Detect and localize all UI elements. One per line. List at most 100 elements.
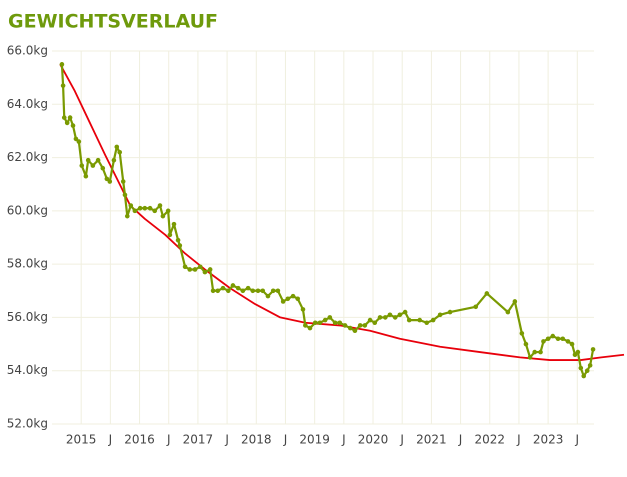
data-point [117, 149, 123, 155]
x-tick-label: 2021 [416, 433, 447, 447]
data-point [437, 312, 443, 318]
data-point [406, 317, 412, 323]
y-tick-label: 56.0kg [7, 310, 48, 324]
data-point [73, 136, 79, 142]
data-point [220, 285, 226, 291]
data-point [147, 205, 153, 211]
x-tick-label: 2017 [183, 433, 214, 447]
data-point [59, 62, 65, 67]
y-tick-label: 64.0kg [7, 97, 48, 111]
data-point [447, 309, 453, 315]
data-point [473, 304, 479, 310]
data-point [275, 288, 281, 294]
y-tick-label: 66.0kg [7, 44, 48, 58]
data-point [295, 296, 301, 302]
data-point [402, 309, 408, 315]
data-point [70, 123, 76, 128]
data-point [392, 315, 398, 320]
data-point [307, 325, 313, 331]
data-point [382, 315, 388, 320]
data-point [122, 192, 128, 198]
data-point [317, 320, 323, 326]
data-point [240, 288, 246, 294]
data-point [332, 320, 338, 326]
x-tick-label: J [575, 433, 580, 447]
data-point [347, 325, 353, 331]
data-point [142, 205, 148, 211]
data-point [83, 173, 89, 179]
data-point [519, 331, 525, 336]
data-point [327, 315, 333, 320]
data-point [160, 213, 166, 219]
data-point [545, 336, 551, 342]
x-tick-label: 2018 [241, 433, 272, 447]
data-point [312, 320, 318, 326]
x-tick-label: J [399, 433, 404, 447]
data-point [235, 285, 241, 291]
data-point [581, 373, 587, 379]
data-point [76, 139, 82, 144]
data-point [225, 288, 231, 294]
data-point [230, 283, 236, 288]
data-point [104, 176, 110, 182]
x-tick-label: J [166, 433, 171, 447]
data-point [578, 365, 584, 371]
y-tick-label: 54.0kg [7, 363, 48, 377]
data-point [523, 341, 529, 347]
data-point [300, 307, 306, 312]
data-point [137, 205, 143, 211]
data-point [95, 157, 101, 163]
y-tick-label: 60.0kg [7, 203, 48, 217]
x-tick-label: J [283, 433, 288, 447]
data-point [285, 296, 291, 302]
data-point [171, 221, 177, 227]
x-tick-label: 2019 [299, 433, 330, 447]
data-point [337, 320, 343, 326]
data-point [575, 349, 581, 355]
data-point [372, 320, 378, 326]
chart-title: GEWICHTSVERLAUF [8, 11, 218, 33]
data-point [85, 157, 91, 163]
data-point [569, 341, 575, 347]
data-point [192, 267, 198, 272]
data-point [207, 267, 213, 272]
data-point [260, 288, 266, 294]
data-point [90, 163, 96, 168]
data-point [245, 285, 251, 291]
data-point [124, 213, 130, 219]
data-point [215, 288, 221, 294]
data-point [484, 291, 490, 296]
data-point [590, 347, 596, 352]
data-point [187, 267, 193, 272]
data-point [100, 165, 106, 171]
data-point [387, 312, 393, 318]
x-tick-label: 2020 [358, 433, 389, 447]
data-line [59, 63, 625, 361]
data-point [210, 288, 216, 294]
data-point [587, 363, 593, 368]
data-point [64, 120, 70, 126]
y-tick-label: 58.0kg [7, 257, 48, 271]
y-tick-label: 52.0kg [7, 417, 48, 431]
data-point [111, 157, 117, 163]
x-tick-label: J [108, 433, 113, 447]
x-tick-label: 2022 [474, 433, 505, 447]
data-point [280, 299, 286, 304]
x-tick-label: J [341, 433, 346, 447]
x-tick-label: J [224, 433, 229, 447]
data-point [165, 208, 171, 214]
data-point [128, 203, 134, 208]
data-point [322, 317, 328, 323]
x-tick-label: J [516, 433, 521, 447]
data-line [60, 64, 595, 378]
data-point [290, 293, 296, 299]
data-point [532, 349, 537, 355]
data-point [397, 312, 403, 318]
data-point [60, 83, 66, 88]
data-point [560, 336, 566, 342]
data-point [202, 269, 208, 275]
data-point [572, 352, 578, 358]
data-point [79, 163, 85, 168]
data-point [430, 317, 436, 323]
